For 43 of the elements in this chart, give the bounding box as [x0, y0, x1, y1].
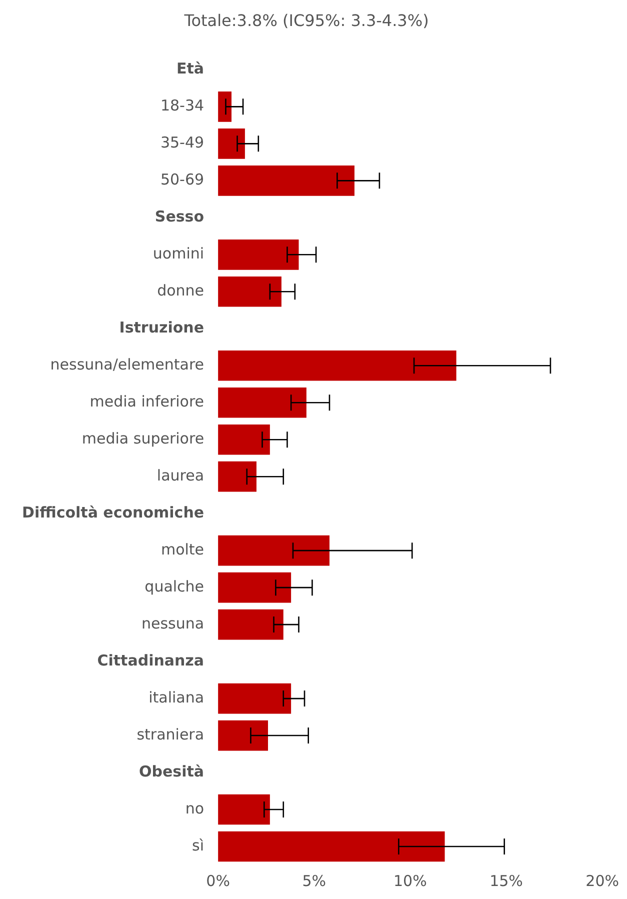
x-tick-label: 5% [302, 872, 326, 890]
y-tick-label: italiana [148, 688, 204, 706]
bar [218, 276, 282, 307]
bar [218, 350, 456, 381]
bar [218, 424, 270, 455]
y-tick-label: 50-69 [160, 170, 204, 189]
x-tick-label: 20% [586, 872, 619, 890]
bar [218, 683, 292, 714]
chart-title: Totale:3.8% (IC95%: 3.3-4.3%) [183, 10, 429, 30]
bar [218, 239, 299, 270]
y-tick-label: Età [176, 60, 204, 78]
y-tick-label: nessuna [141, 614, 204, 632]
y-tick-label: Obesità [139, 762, 204, 780]
y-tick-label: media inferiore [90, 392, 204, 411]
y-tick-label: Sesso [154, 208, 204, 226]
bar [218, 535, 330, 566]
y-tick-label: uomini [152, 244, 204, 263]
y-tick-label: qualche [144, 577, 204, 596]
y-tick-label: no [185, 799, 204, 818]
bar [218, 609, 284, 640]
bar [218, 166, 354, 196]
bar [218, 794, 270, 825]
x-tick-label: 10% [394, 872, 427, 890]
x-tick-label: 15% [490, 872, 523, 890]
y-tick-label: laurea [156, 466, 204, 484]
bar [218, 831, 445, 862]
bar [218, 128, 245, 159]
y-tick-label: sì [192, 836, 204, 854]
y-tick-label: straniera [136, 725, 204, 744]
y-tick-label: nessuna/elementare [50, 356, 204, 374]
bar [218, 461, 256, 492]
y-tick-label: donne [157, 282, 204, 300]
bar [218, 387, 306, 418]
bar [218, 572, 292, 603]
y-tick-label: Difficoltà economiche [22, 503, 204, 522]
y-tick-label: 18-34 [160, 96, 204, 115]
y-tick-label: 35-49 [160, 134, 204, 152]
y-tick-label: molte [160, 540, 204, 558]
x-tick-label: 0% [206, 872, 230, 890]
y-tick-label: Cittadinanza [97, 651, 204, 670]
bar [218, 720, 268, 751]
y-tick-label: media superiore [82, 429, 204, 448]
y-tick-label: Istruzione [119, 318, 204, 337]
